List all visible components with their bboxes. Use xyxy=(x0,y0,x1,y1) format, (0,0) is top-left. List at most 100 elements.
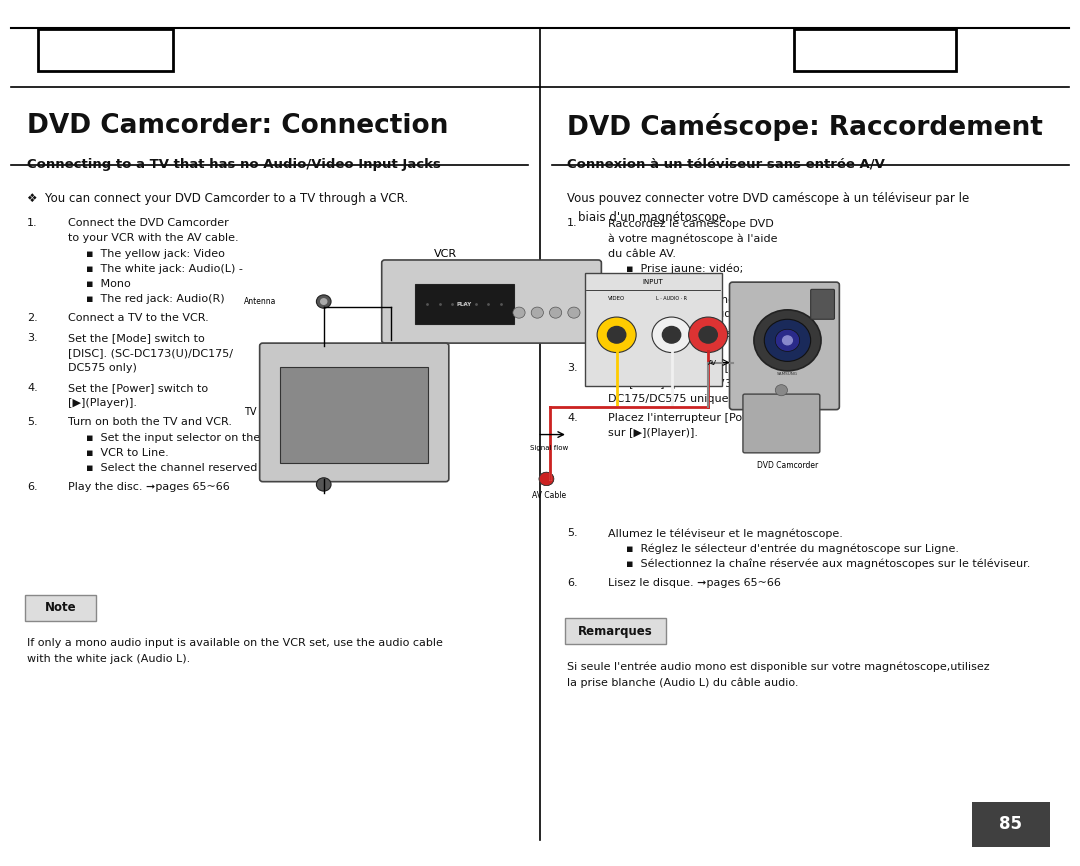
Circle shape xyxy=(662,326,680,343)
Text: Vous pouvez connecter votre DVD caméscope à un téléviseur par le: Vous pouvez connecter votre DVD caméscop… xyxy=(567,192,969,205)
Text: DVD Camcorder: Connection: DVD Camcorder: Connection xyxy=(27,113,448,139)
Text: Connect a TV to the VCR.: Connect a TV to the VCR. xyxy=(68,313,208,324)
FancyBboxPatch shape xyxy=(259,343,449,481)
Circle shape xyxy=(765,320,811,361)
Text: ▪  Mono: ▪ Mono xyxy=(86,279,131,289)
Text: 6.: 6. xyxy=(567,578,578,588)
Text: 2.: 2. xyxy=(567,328,578,339)
FancyBboxPatch shape xyxy=(811,289,835,320)
Text: ❖  You can connect your DVD Camcorder to a TV through a VCR.: ❖ You can connect your DVD Camcorder to … xyxy=(27,192,408,205)
Text: ENGLISH: ENGLISH xyxy=(69,42,141,58)
Text: If only a mono audio input is available on the VCR set, use the audio cable: If only a mono audio input is available … xyxy=(27,638,443,649)
Text: Lisez le disque. ➞pages 65~66: Lisez le disque. ➞pages 65~66 xyxy=(608,578,781,588)
FancyBboxPatch shape xyxy=(281,367,428,462)
Text: 4.: 4. xyxy=(27,383,38,393)
Text: DC175/DC575 uniquement): DC175/DC575 uniquement) xyxy=(608,393,762,404)
Circle shape xyxy=(568,307,580,318)
Text: Raccordez un téléviseur au: Raccordez un téléviseur au xyxy=(608,328,760,339)
Text: Connect the DVD Camcorder: Connect the DVD Camcorder xyxy=(68,218,229,229)
Circle shape xyxy=(607,326,625,343)
Text: 3.: 3. xyxy=(567,363,578,373)
Text: Connexion à un téléviseur sans entrée A/V: Connexion à un téléviseur sans entrée A/… xyxy=(567,158,885,171)
Text: to your VCR with the AV cable.: to your VCR with the AV cable. xyxy=(68,233,239,243)
Text: VCR: VCR xyxy=(434,249,457,260)
Circle shape xyxy=(652,317,691,352)
Circle shape xyxy=(775,329,799,352)
Circle shape xyxy=(699,326,717,343)
Text: PLAY: PLAY xyxy=(457,302,472,307)
Text: DVD Camcorder: DVD Camcorder xyxy=(757,461,819,469)
Text: [DISC]. (SC-DC173(U)/DC175/: [DISC]. (SC-DC173(U)/DC175/ xyxy=(68,348,233,359)
Text: INPUT: INPUT xyxy=(643,279,663,285)
FancyBboxPatch shape xyxy=(585,273,721,385)
Text: ▪  Set the input selector on the: ▪ Set the input selector on the xyxy=(86,432,260,443)
Text: AV: AV xyxy=(708,359,717,365)
Circle shape xyxy=(316,478,332,491)
Text: ▪  Prise rouge: audio (D): ▪ Prise rouge: audio (D) xyxy=(626,309,762,320)
Text: 6.: 6. xyxy=(27,482,38,493)
Text: magnétoscope.: magnétoscope. xyxy=(608,344,694,354)
Text: 5.: 5. xyxy=(27,417,38,428)
FancyBboxPatch shape xyxy=(743,394,820,453)
Text: Placez l'interrupteur [Power]: Placez l'interrupteur [Power] xyxy=(608,413,767,423)
Text: 85: 85 xyxy=(999,816,1023,833)
FancyBboxPatch shape xyxy=(38,29,173,71)
Circle shape xyxy=(754,310,821,371)
Text: L · AUDIO · R: L · AUDIO · R xyxy=(656,296,687,301)
Text: ▪  Select the channel reserved for your VCR on the TV set.: ▪ Select the channel reserved for your V… xyxy=(86,462,414,473)
Circle shape xyxy=(539,472,554,486)
Circle shape xyxy=(321,299,327,304)
Text: Turn on both the TV and VCR.: Turn on both the TV and VCR. xyxy=(68,417,232,428)
FancyBboxPatch shape xyxy=(794,29,956,71)
Text: à votre magnétoscope à l'aide: à votre magnétoscope à l'aide xyxy=(608,233,778,244)
Text: 1.: 1. xyxy=(567,218,578,229)
Circle shape xyxy=(550,307,562,318)
FancyBboxPatch shape xyxy=(25,595,96,621)
Text: sur [▶](Player)].: sur [▶](Player)]. xyxy=(608,428,698,438)
Text: 3.: 3. xyxy=(27,333,38,343)
Text: Set the [Mode] switch to: Set the [Mode] switch to xyxy=(68,333,205,343)
Text: SAMSUNG: SAMSUNG xyxy=(777,372,798,376)
Text: AV Cable: AV Cable xyxy=(532,491,567,500)
Text: 1.: 1. xyxy=(27,218,38,229)
Circle shape xyxy=(316,295,332,308)
Text: du câble AV.: du câble AV. xyxy=(608,249,676,259)
Text: VIDEO: VIDEO xyxy=(608,296,625,301)
Text: ▪  Prise jaune: vidéo;: ▪ Prise jaune: vidéo; xyxy=(626,263,744,275)
Text: Set the [Power] switch to: Set the [Power] switch to xyxy=(68,383,208,393)
Circle shape xyxy=(783,336,793,345)
Circle shape xyxy=(597,317,636,352)
Text: la prise blanche (Audio L) du câble audio.: la prise blanche (Audio L) du câble audi… xyxy=(567,677,798,688)
Text: with the white jack (Audio L).: with the white jack (Audio L). xyxy=(27,654,190,664)
FancyBboxPatch shape xyxy=(729,282,839,410)
Text: DC575 only): DC575 only) xyxy=(68,363,137,373)
Text: Si seule l'entrée audio mono est disponible sur votre magnétoscope,utilisez: Si seule l'entrée audio mono est disponi… xyxy=(567,662,989,672)
Text: 5.: 5. xyxy=(567,528,578,539)
Text: ▪  Prise blanche:: ▪ Prise blanche: xyxy=(626,279,719,289)
Text: ▪  The yellow jack: Video: ▪ The yellow jack: Video xyxy=(86,249,226,259)
Circle shape xyxy=(539,472,554,486)
Text: Raccordez le caméscope DVD: Raccordez le caméscope DVD xyxy=(608,218,773,229)
Text: Allumez le téléviseur et le magnétoscope.: Allumez le téléviseur et le magnétoscope… xyxy=(608,528,842,539)
Text: FRANÇAIS: FRANÇAIS xyxy=(834,42,916,58)
Circle shape xyxy=(689,317,728,352)
FancyBboxPatch shape xyxy=(565,618,666,644)
Text: Play the disc. ➞pages 65~66: Play the disc. ➞pages 65~66 xyxy=(68,482,230,493)
Text: Placez l'interrupteur [Mode]: Placez l'interrupteur [Mode] xyxy=(608,363,764,373)
Text: Antenna: Antenna xyxy=(244,297,276,306)
FancyBboxPatch shape xyxy=(415,284,513,324)
Text: ▪  The red jack: Audio(R): ▪ The red jack: Audio(R) xyxy=(86,294,225,304)
Circle shape xyxy=(775,385,787,396)
Circle shape xyxy=(531,307,543,318)
Text: Signal flow: Signal flow xyxy=(530,445,569,451)
Text: ▪  VCR to Line.: ▪ VCR to Line. xyxy=(86,448,170,458)
Text: ▪  Réglez le sélecteur d'entrée du magnétoscope sur Ligne.: ▪ Réglez le sélecteur d'entrée du magnét… xyxy=(626,544,959,554)
Text: ▪  audio (G) - mono: ▪ audio (G) - mono xyxy=(626,294,735,304)
Text: [▶](Player)].: [▶](Player)]. xyxy=(68,397,137,408)
FancyBboxPatch shape xyxy=(381,260,602,343)
Text: ▪  The white jack: Audio(L) -: ▪ The white jack: Audio(L) - xyxy=(86,263,243,274)
Text: Remarques: Remarques xyxy=(578,624,653,638)
Text: ▪  Sélectionnez la chaîne réservée aux magnétoscopes sur le téléviseur.: ▪ Sélectionnez la chaîne réservée aux ma… xyxy=(626,559,1030,569)
Text: 2.: 2. xyxy=(27,313,38,324)
Text: Connecting to a TV that has no Audio/Video Input Jacks: Connecting to a TV that has no Audio/Vid… xyxy=(27,158,441,171)
